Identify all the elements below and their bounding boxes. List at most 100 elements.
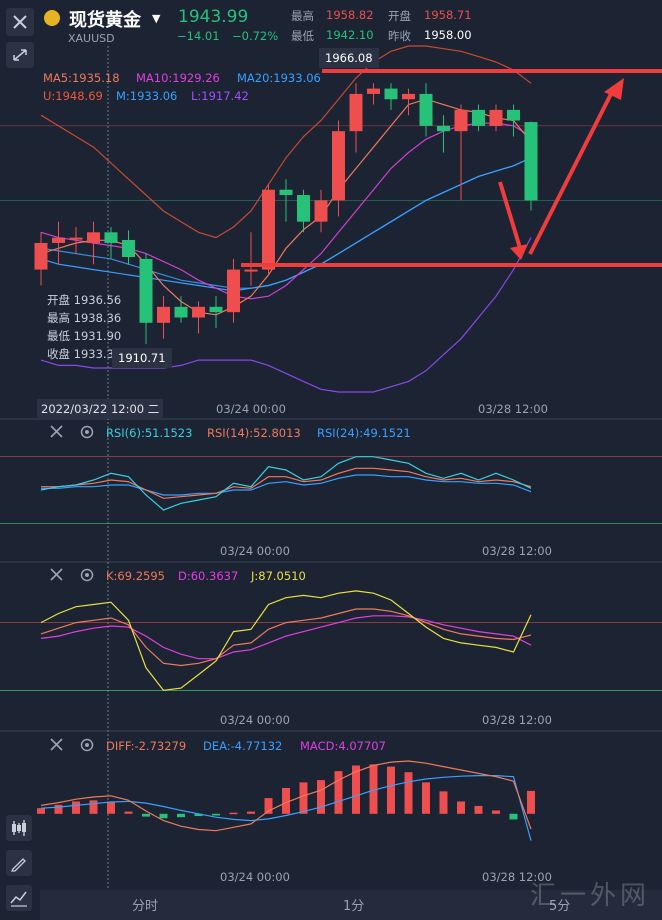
- macd-settings-icon[interactable]: [78, 737, 96, 753]
- candle-body: [332, 131, 345, 201]
- candle-body: [384, 88, 398, 100]
- ma10-legend: MA10:1929.26: [136, 71, 220, 85]
- macd-close-icon[interactable]: [48, 737, 66, 753]
- kdj-k-legend: K:69.2595: [106, 569, 165, 583]
- rsi-time-label-2: 03/28 12:00: [482, 544, 552, 558]
- tab-1min[interactable]: 1分: [343, 899, 365, 914]
- candle-body: [419, 93, 433, 126]
- candlestick-icon: [12, 820, 26, 836]
- candle-body: [244, 269, 258, 272]
- price-change-pct: −0.72%: [232, 29, 279, 43]
- macd-bar: [527, 790, 535, 814]
- candle-body: [489, 109, 503, 126]
- low-label: 最低: [291, 29, 314, 43]
- close-icon: [13, 15, 27, 29]
- prev-close-value: 1958.00: [424, 28, 472, 42]
- rsi6-legend: RSI(6):51.1523: [106, 426, 193, 440]
- max-price-tag: 1966.08: [319, 48, 379, 68]
- boll-upper-legend: U:1948.69: [43, 89, 103, 103]
- annotation-arrowhead-down: [510, 244, 528, 260]
- kdj-settings-icon[interactable]: [78, 567, 96, 583]
- macd-bar: [282, 787, 290, 814]
- prev-close-label: 昨收: [388, 29, 411, 43]
- kdj-k-line: [40, 608, 532, 667]
- macd-bar: [72, 801, 80, 814]
- kdj-d-line: [40, 615, 532, 660]
- rsi14-line: [41, 467, 532, 499]
- macd-bar: [387, 766, 395, 814]
- macd-bar: [124, 811, 133, 814]
- bottom-tab-bar: [40, 890, 662, 920]
- macd-bar: [334, 771, 343, 814]
- watermark: 汇一外网: [530, 881, 651, 911]
- chevron-down-icon[interactable]: ▼: [152, 12, 161, 25]
- candle-body: [472, 109, 485, 126]
- candle-body: [209, 306, 223, 313]
- candle-body: [524, 122, 538, 201]
- tab-timeshare[interactable]: 分时: [132, 899, 159, 914]
- macd-dea-legend: DEA:-4.77132: [203, 739, 283, 753]
- candle-body: [52, 237, 65, 243]
- rsi-settings-icon[interactable]: [78, 424, 96, 440]
- macd-bar: [299, 782, 308, 814]
- macd-bar: [54, 804, 63, 814]
- instrument-title[interactable]: 现货黄金: [69, 10, 141, 31]
- candle-style-button[interactable]: [6, 815, 32, 841]
- rsi14-legend: RSI(14):52.8013: [207, 426, 301, 440]
- macd-bar: [177, 813, 185, 818]
- candle-body: [192, 306, 205, 318]
- ma20-legend: MA20:1933.06: [237, 71, 321, 85]
- macd-bar: [439, 791, 448, 814]
- macd-time-label-2: 03/28 12:00: [482, 870, 552, 884]
- tooltip-high: 最高 1938.36: [47, 311, 122, 325]
- last-price: 1943.99: [178, 7, 249, 27]
- candle-body: [402, 93, 415, 100]
- kdj-d-legend: D:60.3637: [178, 569, 239, 583]
- instrument-symbol: XAUUSD: [68, 32, 115, 45]
- indicator-button[interactable]: [6, 885, 32, 911]
- candle-body: [157, 306, 170, 323]
- tooltip-open: 开盘 1936.56: [47, 293, 122, 307]
- macd-bar: [212, 813, 220, 816]
- candle-body: [104, 232, 118, 243]
- macd-bar: [89, 800, 98, 814]
- annotation-arrow-up: [528, 87, 616, 255]
- kdj-time-label-2: 03/28 12:00: [482, 713, 552, 727]
- expand-button[interactable]: [6, 42, 34, 68]
- macd-bar: [194, 813, 203, 817]
- boll-mid-legend: M:1933.06: [116, 89, 178, 103]
- kdj-j-line: [40, 590, 532, 692]
- macd-bar: [369, 764, 378, 814]
- rsi-close-icon[interactable]: [48, 424, 66, 440]
- macd-bar: [247, 811, 255, 814]
- open-label: 开盘: [388, 9, 411, 23]
- close-button[interactable]: [6, 8, 34, 36]
- rsi24-legend: RSI(24):49.1521: [317, 426, 411, 440]
- macd-dea-line: [40, 774, 532, 841]
- min-price-tag: 1910.71: [112, 348, 172, 368]
- macd-bar: [159, 813, 168, 819]
- candle-body: [122, 239, 135, 258]
- gold-coin-icon: [44, 10, 60, 26]
- open-value: 1958.71: [424, 8, 472, 22]
- candle-body: [349, 93, 363, 132]
- tab-5min[interactable]: 5分: [549, 899, 571, 914]
- macd-value-legend: MACD:4.07707: [300, 739, 386, 753]
- time-label-1: 03/24 00:00: [216, 402, 286, 416]
- macd-bar: [107, 801, 115, 814]
- kdj-close-icon[interactable]: [48, 567, 66, 583]
- low-value: 1942.10: [326, 28, 374, 42]
- candle-body: [262, 189, 275, 270]
- draw-tool-button[interactable]: [6, 850, 32, 876]
- macd-bar: [37, 808, 45, 814]
- candle-body: [454, 109, 468, 132]
- macd-bar: [474, 805, 483, 814]
- crosshair-datetime: 2022/03/22 12:00 二: [37, 399, 164, 419]
- candle-body: [314, 200, 328, 222]
- macd-bar: [264, 798, 273, 814]
- candle-body: [507, 109, 520, 121]
- candle-body: [297, 195, 310, 222]
- candle-body: [279, 189, 293, 196]
